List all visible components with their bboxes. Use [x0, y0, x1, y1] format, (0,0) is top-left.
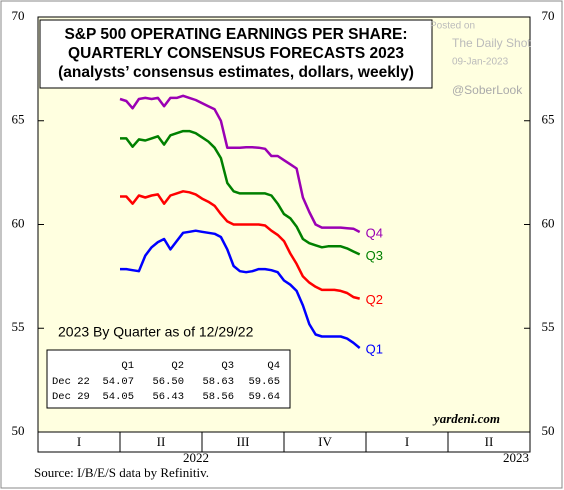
- watermark: The Daily Shot: [452, 36, 531, 50]
- table-box: [46, 349, 291, 409]
- table-title: 2023 By Quarter as of 12/29/22: [58, 324, 254, 340]
- table-header: Q2: [171, 360, 184, 372]
- table-row-label: Dec 29: [52, 391, 90, 403]
- y-tick-label: 55: [542, 319, 555, 334]
- table-cell: 56.50: [152, 376, 184, 388]
- y-tick-label: 65: [542, 112, 555, 127]
- series-line: [120, 229, 361, 349]
- series-line: [119, 94, 361, 234]
- subtitle: (analysts’ consensus estimates, dollars,…: [58, 64, 414, 81]
- year-label: 2022: [183, 450, 209, 465]
- table-cell: 59.65: [248, 376, 280, 388]
- table-cell: 58.56: [202, 391, 234, 403]
- x-tick-label: I: [405, 434, 409, 449]
- y-tick-label: 60: [542, 215, 555, 230]
- table-cell: 56.43: [152, 391, 184, 403]
- watermark: Posted on: [430, 21, 475, 32]
- y-tick-label: 60: [12, 215, 25, 230]
- table-header: Q3: [221, 360, 234, 372]
- year-label: 2023: [503, 450, 529, 465]
- series-label: Q2: [366, 292, 383, 307]
- series-line: [120, 190, 360, 300]
- series-line: [120, 129, 361, 256]
- title-box: [39, 19, 433, 89]
- y-tick-label: 50: [12, 423, 25, 438]
- watermark: @SoberLook: [452, 83, 523, 97]
- y-tick-label: 50: [542, 423, 555, 438]
- table-header: Q1: [121, 360, 134, 372]
- credit: yardeni.com: [432, 411, 500, 426]
- y-tick-label: 55: [12, 319, 25, 334]
- x-tick-label: II: [157, 434, 166, 449]
- series-label: Q3: [366, 248, 383, 263]
- title: S&P 500 OPERATING EARNINGS PER SHARE:: [64, 26, 407, 43]
- table-cell: 58.63: [202, 376, 234, 388]
- y-tick-label: 70: [12, 8, 25, 23]
- y-tick-label: 70: [542, 8, 555, 23]
- title: QUARTERLY CONSENSUS FORECASTS 2023: [68, 45, 404, 62]
- x-tick-label: I: [77, 434, 81, 449]
- x-tick-label: III: [237, 434, 250, 449]
- table-header: Q4: [267, 360, 280, 372]
- table-cell: 54.05: [102, 391, 134, 403]
- table-row-label: Dec 22: [52, 376, 90, 388]
- watermark: 09-Jan-2023: [452, 57, 509, 68]
- table-cell: 54.07: [102, 376, 134, 388]
- table-cell: 59.64: [248, 391, 280, 403]
- series-label: Q4: [366, 225, 383, 240]
- x-tick-label: IV: [318, 434, 332, 449]
- y-tick-label: 65: [12, 112, 25, 127]
- series-label: Q1: [366, 341, 383, 356]
- source: Source: I/B/E/S data by Refinitiv.: [34, 465, 209, 480]
- x-tick-label: II: [485, 434, 494, 449]
